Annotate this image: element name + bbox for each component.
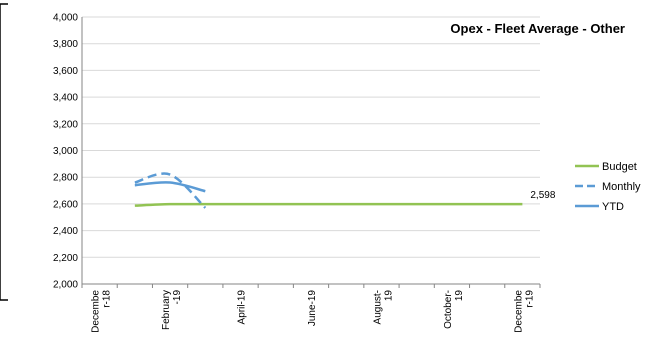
x-tick-label: April-19 [237, 290, 248, 325]
axes: 2,000 2,200 2,400 2,600 2,800 3,000 3,200 3,400… [53, 13, 541, 333]
x-tick-label: August-19 [372, 290, 394, 325]
y-tick-label: 2,200 [53, 253, 78, 264]
y-tick-label: 2,000 [53, 280, 78, 291]
x-tick-label-line: April-19 [237, 290, 248, 325]
x-tick-label-line: Decembe [91, 290, 102, 333]
legend-label: YTD [602, 201, 624, 213]
x-tick-label-line: October- [443, 290, 454, 329]
x-tick-label-line: August- [372, 290, 383, 324]
data-labels: 2,598 [530, 190, 555, 201]
x-tick-label-line: 19 [383, 290, 394, 302]
y-tick-label: 4,000 [53, 13, 78, 24]
y-tick-label: 3,600 [53, 66, 78, 77]
y-tick-label: 2,600 [53, 199, 78, 210]
y-tick-label: 3,800 [53, 39, 78, 50]
series-line-budget [134, 202, 523, 207]
legend: Budget Monthly YTD [575, 161, 641, 213]
x-tick-label-line: February [161, 290, 172, 330]
x-tick-label: December-18 [91, 290, 113, 333]
chart-title: Opex - Fleet Average - Other [450, 21, 625, 36]
x-tick-label-line: June-19 [307, 290, 318, 327]
x-tick-label: February-19 [161, 290, 183, 330]
data-label: 2,598 [530, 190, 555, 201]
y-tick-label: 2,400 [53, 226, 78, 237]
x-tick-label-line: r-18 [102, 290, 113, 308]
x-tick-label: June-19 [307, 290, 318, 327]
x-tick-label: December-19 [513, 290, 535, 333]
x-tick-label-line: r-19 [524, 290, 535, 308]
x-tick-label: October-19 [443, 290, 465, 329]
x-tick-label-line: Decembe [513, 290, 524, 333]
y-tick-label: 3,200 [53, 119, 78, 130]
y-tick-label: 3,000 [53, 146, 78, 157]
legend-label: Monthly [602, 181, 641, 193]
y-tick-label: 3,400 [53, 93, 78, 104]
legend-label: Budget [602, 161, 637, 173]
y-tick-label: 2,800 [53, 173, 78, 184]
series-line-ytd [134, 181, 206, 193]
series-line-monthly [134, 172, 207, 209]
series-lines [134, 172, 523, 209]
x-tick-label-line: 19 [454, 290, 465, 302]
x-tick-label-line: -19 [172, 290, 183, 305]
